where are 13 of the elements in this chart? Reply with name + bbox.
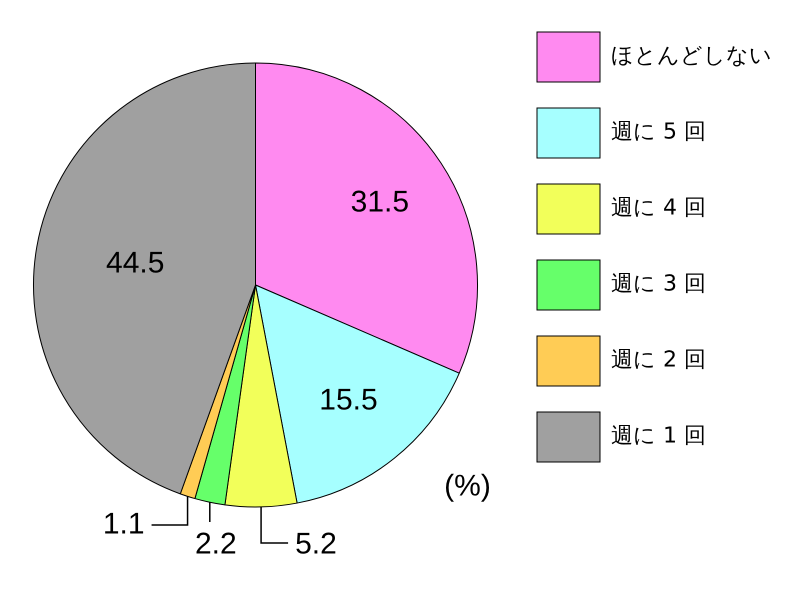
legend-label: 週に 2 回 bbox=[611, 348, 706, 373]
legend-label: ほとんどしない bbox=[611, 44, 772, 69]
legend-label: 週に 4 回 bbox=[611, 196, 706, 221]
text: (%) bbox=[444, 469, 491, 502]
data-label: 2.2 bbox=[194, 527, 237, 560]
legend-label: 週に 5 回 bbox=[611, 120, 706, 145]
data-label: 15.5 bbox=[319, 383, 378, 416]
data-label: 1.1 bbox=[102, 507, 145, 540]
legend-label: 週に 3 回 bbox=[611, 272, 706, 297]
data-label: 31.5 bbox=[350, 186, 410, 219]
legend-label: 週に 1 回 bbox=[611, 424, 706, 449]
data-label: 44.5 bbox=[106, 246, 164, 280]
data-label: 5.2 bbox=[295, 527, 337, 560]
